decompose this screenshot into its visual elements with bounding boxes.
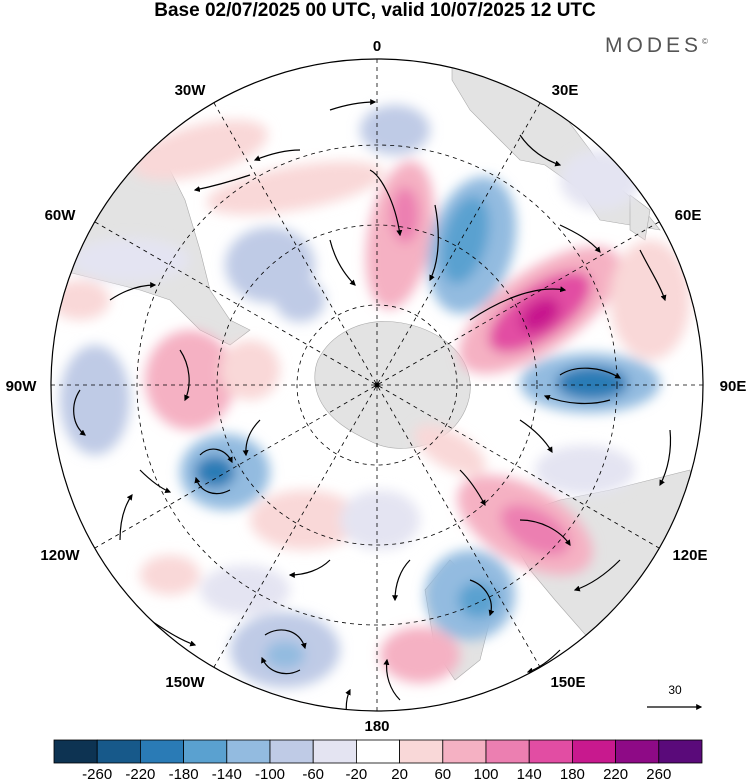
copyright-mark: © <box>702 37 708 46</box>
map-boundary <box>50 58 704 712</box>
colorbar-tick-label: -100 <box>255 766 285 783</box>
colorbar-swatch <box>226 739 271 764</box>
colorbar-tick-label: 100 <box>473 766 498 783</box>
colorbar-swatch <box>485 739 530 764</box>
lon-label-180: 180 <box>364 718 389 735</box>
colorbar-swatch <box>139 739 184 764</box>
wind-vectors <box>73 99 672 711</box>
modes-logo: MODES© <box>605 34 708 58</box>
lon-label-60e: 60E <box>675 207 702 224</box>
colorbar: -260 -220 -180 -140 -100 -60 -20 20 60 100 140 180 2… <box>53 739 703 783</box>
lon-label-60w: 60W <box>45 207 77 224</box>
lon-label-30w: 30W <box>175 82 207 99</box>
anomaly-shading <box>51 105 690 688</box>
colorbar-swatch <box>53 739 98 764</box>
colorbar-tick-label: -260 <box>82 766 112 783</box>
colorbar-tick-label: -180 <box>169 766 199 783</box>
colorbar-tick-label: 220 <box>603 766 628 783</box>
map-disk <box>51 59 703 711</box>
lon-label-150e: 150E <box>550 674 585 691</box>
madagascar <box>629 194 651 241</box>
colorbar-swatch <box>572 739 617 764</box>
colorbar-tick-label: 180 <box>560 766 585 783</box>
colorbar-swatch <box>355 739 400 764</box>
lon-label-0: 0 <box>373 38 381 55</box>
reference-vector-label: 30 <box>668 683 682 697</box>
lon-label-90e: 90E <box>720 378 747 395</box>
map-title: Base 02/07/2025 00 UTC, valid 10/07/2025… <box>154 0 596 21</box>
south-pole-marker <box>374 382 380 388</box>
colorbar-swatch <box>312 739 357 764</box>
lon-label-120e: 120E <box>672 547 707 564</box>
colorbar-swatch <box>615 739 660 764</box>
reference-vector: 30 <box>647 683 703 710</box>
colorbar-tick-label: 20 <box>391 766 408 783</box>
lon-label-120w: 120W <box>40 547 80 564</box>
colorbar-tick-label: -140 <box>212 766 242 783</box>
colorbar-tick-label: -220 <box>125 766 155 783</box>
colorbar-swatch <box>528 739 573 764</box>
colorbar-swatch <box>269 739 314 764</box>
colorbar-tick-label: 260 <box>646 766 671 783</box>
lon-label-150w: 150W <box>165 674 205 691</box>
colorbar-tick-label: -20 <box>346 766 368 783</box>
colorbar-swatch <box>183 739 228 764</box>
longitude-labels: 0 30E 60E 90E 120E 150E 180 150W 120W 90… <box>6 38 747 735</box>
colorbar-swatch <box>442 739 487 764</box>
lon-label-30e: 30E <box>552 82 579 99</box>
colorbar-tick-label: 60 <box>434 766 451 783</box>
graticule <box>51 59 703 711</box>
lon-label-90w: 90W <box>6 378 38 395</box>
colorbar-tick-label: -60 <box>302 766 324 783</box>
colorbar-swatch <box>399 739 444 764</box>
colorbar-swatch <box>96 739 141 764</box>
colorbar-swatch <box>658 739 703 764</box>
colorbar-tick-label: 140 <box>517 766 542 783</box>
brand-text: MODES <box>605 34 703 57</box>
